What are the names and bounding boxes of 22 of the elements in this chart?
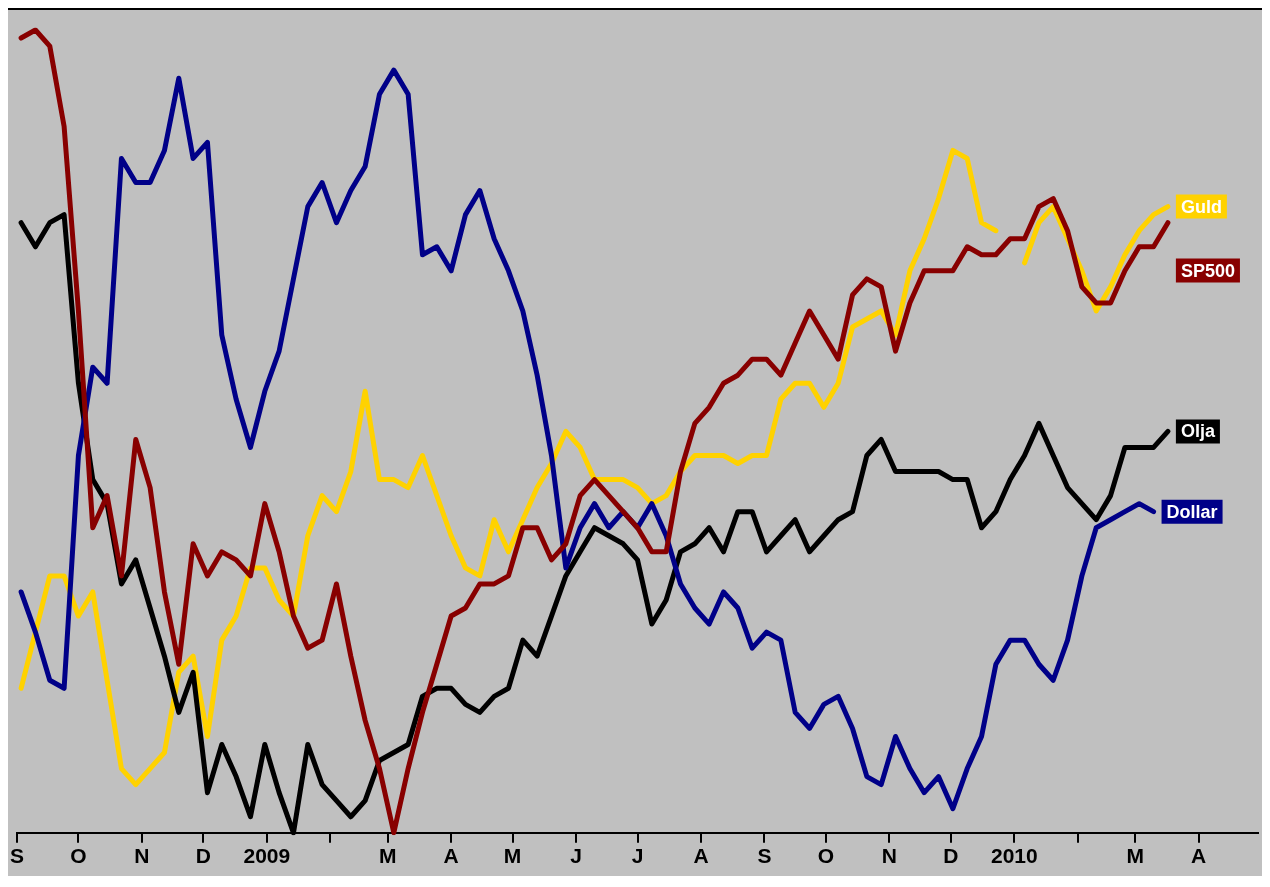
x-tick-label: A: [443, 844, 459, 868]
x-tick-label: 2010: [990, 844, 1038, 868]
x-tick-label: 2009: [243, 844, 291, 868]
series-label: Dollar: [1166, 501, 1218, 522]
x-tick-label: M: [378, 844, 397, 868]
x-tick-label: N: [881, 844, 897, 868]
x-tick-label: N: [134, 844, 150, 868]
x-tick-label: S: [10, 844, 25, 868]
x-tick-label: J: [570, 844, 582, 868]
x-tick-label: A: [1191, 844, 1207, 868]
x-tick-label: O: [70, 844, 87, 868]
x-tick-label: S: [757, 844, 772, 868]
x-tick-label: J: [631, 844, 644, 868]
series-label: Guld: [1180, 196, 1222, 217]
series-label: Olja: [1180, 421, 1216, 442]
x-tick-label: D: [943, 844, 959, 868]
x-tick-label: A: [693, 844, 709, 868]
series-label: SP500: [1180, 260, 1235, 281]
x-tick-label: D: [195, 844, 211, 868]
x-tick-label: O: [817, 844, 835, 868]
x-tick-label: M: [1126, 844, 1144, 868]
x-tick-label: M: [503, 844, 522, 868]
